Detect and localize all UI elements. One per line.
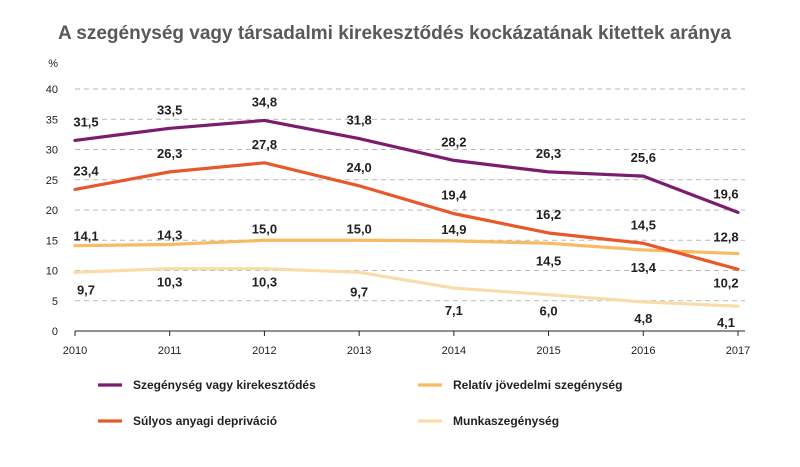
data-label: 14,1 [73, 229, 98, 244]
y-axis-unit: % [48, 58, 58, 70]
x-tick-label: 2016 [631, 345, 655, 357]
data-label: 14,5 [631, 217, 656, 232]
series-line [73, 118, 740, 215]
y-tick-label: 30 [46, 145, 58, 157]
series-line [73, 267, 740, 308]
data-label: 31,8 [346, 113, 371, 128]
data-label: 27,8 [252, 137, 277, 152]
data-label: 14,9 [441, 222, 466, 237]
y-tick-label: 35 [46, 114, 58, 126]
data-label: 19,4 [441, 188, 467, 203]
y-tick-label: 20 [46, 205, 58, 217]
x-tick-label: 2015 [536, 345, 560, 357]
x-tick-label: 2012 [252, 345, 276, 357]
legend-label: Munkaszegénység [453, 414, 559, 428]
data-label: 4,8 [634, 311, 652, 326]
data-label: 26,3 [157, 146, 182, 161]
data-labels: 31,5 33,5 34,8 31,8 28,2 26,3 25,6 19,6 23,4 26,3… [73, 94, 738, 330]
data-label: 23,4 [73, 163, 99, 178]
x-tick-label: 2014 [442, 345, 466, 357]
data-label: 15,0 [252, 221, 277, 236]
data-label: 15,0 [346, 221, 371, 236]
x-axis-ticks: 2010 2011 2012 2013 2014 2015 2016 2017 [63, 331, 750, 357]
data-label: 14,5 [536, 253, 561, 268]
data-label: 13,4 [631, 260, 657, 275]
data-label: 10,3 [157, 275, 182, 290]
data-label: 34,8 [252, 94, 277, 109]
data-label: 28,2 [441, 134, 466, 149]
x-tick-label: 2013 [347, 345, 371, 357]
data-label: 24,0 [346, 160, 371, 175]
y-tick-label: 40 [46, 84, 58, 96]
legend: Szegénység vagy kirekesztődés Súlyos anya… [98, 378, 622, 428]
data-label: 26,3 [536, 146, 561, 161]
data-label: 12,8 [713, 230, 738, 245]
data-label: 9,7 [350, 284, 368, 299]
data-label: 33,5 [157, 102, 182, 117]
y-tick-label: 5 [52, 296, 58, 308]
y-tick-label: 15 [46, 235, 58, 247]
data-label: 16,2 [536, 207, 561, 222]
data-label: 6,0 [540, 304, 558, 319]
y-tick-label: 10 [46, 266, 58, 278]
data-label: 14,3 [157, 227, 182, 242]
x-tick-label: 2010 [63, 345, 87, 357]
data-label: 4,1 [717, 315, 735, 330]
legend-label: Súlyos anyagi depriváció [133, 414, 277, 428]
y-tick-label: 0 [52, 326, 58, 338]
legend-label: Szegénység vagy kirekesztődés [133, 378, 316, 392]
data-label: 9,7 [77, 282, 95, 297]
data-label: 31,5 [73, 114, 98, 129]
data-label: 19,6 [713, 186, 738, 201]
data-label: 25,6 [631, 150, 656, 165]
data-label: 7,1 [445, 303, 463, 318]
series-line [73, 238, 740, 256]
series-line [73, 161, 740, 271]
legend-label: Relatív jövedelmi szegénység [453, 378, 622, 392]
y-tick-label: 25 [46, 175, 58, 187]
chart-title: A szegénység vagy társadalmi kirekesztőd… [58, 23, 732, 44]
series-lines [73, 118, 740, 308]
y-axis-ticks: 0 5 10 15 20 25 30 35 40 [46, 84, 58, 338]
data-label: 10,3 [252, 275, 277, 290]
x-tick-label: 2011 [158, 345, 182, 357]
data-label: 10,2 [713, 275, 738, 290]
x-tick-label: 2017 [726, 345, 750, 357]
